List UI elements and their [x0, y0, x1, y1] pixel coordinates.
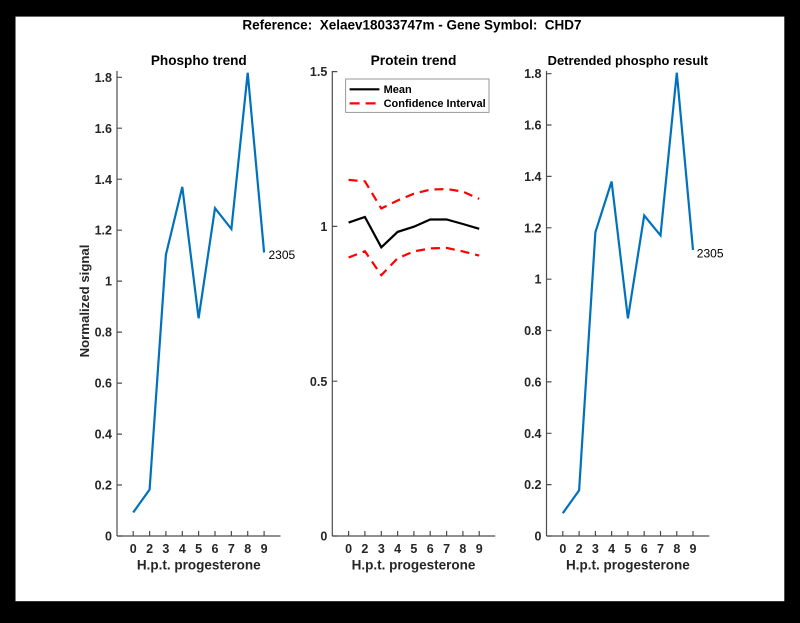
- svg-text:1.4: 1.4: [524, 170, 541, 184]
- svg-text:0: 0: [559, 542, 566, 556]
- svg-text:H.p.t. progesterone: H.p.t. progesterone: [566, 558, 690, 573]
- svg-text:1.8: 1.8: [95, 71, 112, 85]
- svg-text:1.5: 1.5: [310, 65, 327, 79]
- svg-text:H.p.t. progesterone: H.p.t. progesterone: [352, 558, 476, 573]
- svg-text:0: 0: [320, 530, 327, 544]
- svg-text:5: 5: [195, 542, 202, 556]
- svg-text:0.6: 0.6: [95, 377, 112, 391]
- svg-text:0: 0: [105, 530, 112, 544]
- svg-text:1.6: 1.6: [524, 119, 541, 133]
- svg-text:3: 3: [378, 542, 385, 556]
- svg-text:5: 5: [410, 542, 417, 556]
- svg-text:0.6: 0.6: [524, 375, 541, 389]
- svg-text:0: 0: [130, 542, 137, 556]
- svg-text:8: 8: [459, 542, 466, 556]
- svg-text:Detrended phospho result: Detrended phospho result: [548, 53, 709, 68]
- svg-text:0: 0: [345, 542, 352, 556]
- svg-text:0.4: 0.4: [524, 427, 541, 441]
- svg-text:4: 4: [179, 542, 186, 556]
- svg-text:2: 2: [361, 542, 368, 556]
- svg-text:3: 3: [162, 542, 169, 556]
- svg-text:Phospho trend: Phospho trend: [151, 53, 247, 68]
- svg-text:0.4: 0.4: [95, 428, 112, 442]
- svg-text:2: 2: [576, 542, 583, 556]
- svg-text:8: 8: [673, 542, 680, 556]
- svg-text:6: 6: [212, 542, 219, 556]
- svg-text:Reference: Xelaev18033747m -: Reference: Xelaev18033747m - Gene Symbol…: [242, 18, 581, 33]
- svg-text:0.2: 0.2: [95, 479, 112, 493]
- svg-text:7: 7: [228, 542, 235, 556]
- svg-text:6: 6: [427, 542, 434, 556]
- svg-text:2305: 2305: [269, 248, 296, 262]
- svg-text:1: 1: [320, 220, 327, 234]
- svg-text:0: 0: [535, 530, 542, 544]
- svg-text:0.8: 0.8: [524, 324, 541, 338]
- svg-text:0.8: 0.8: [95, 326, 112, 340]
- svg-text:7: 7: [443, 542, 450, 556]
- svg-text:1.2: 1.2: [524, 221, 541, 235]
- svg-text:0.2: 0.2: [524, 478, 541, 492]
- svg-text:9: 9: [476, 542, 483, 556]
- svg-text:4: 4: [608, 542, 615, 556]
- svg-text:5: 5: [624, 542, 631, 556]
- svg-text:1: 1: [535, 273, 542, 287]
- svg-text:Confidence Interval: Confidence Interval: [384, 98, 486, 110]
- svg-text:H.p.t. progesterone: H.p.t. progesterone: [137, 558, 261, 573]
- svg-text:Normalized signal: Normalized signal: [77, 245, 92, 358]
- svg-text:7: 7: [657, 542, 664, 556]
- svg-text:1.2: 1.2: [95, 224, 112, 238]
- svg-text:8: 8: [244, 542, 251, 556]
- svg-text:2305: 2305: [697, 246, 724, 260]
- svg-text:9: 9: [261, 542, 268, 556]
- svg-text:1.6: 1.6: [95, 122, 112, 136]
- svg-text:0.5: 0.5: [310, 375, 327, 389]
- svg-text:9: 9: [690, 542, 697, 556]
- svg-text:1: 1: [105, 275, 112, 289]
- svg-text:1.8: 1.8: [524, 67, 541, 81]
- svg-text:4: 4: [394, 542, 401, 556]
- svg-text:Protein trend: Protein trend: [371, 53, 457, 68]
- svg-text:1.4: 1.4: [95, 173, 112, 187]
- svg-text:6: 6: [641, 542, 648, 556]
- svg-text:2: 2: [146, 542, 153, 556]
- svg-text:Mean: Mean: [384, 84, 412, 96]
- svg-text:3: 3: [592, 542, 599, 556]
